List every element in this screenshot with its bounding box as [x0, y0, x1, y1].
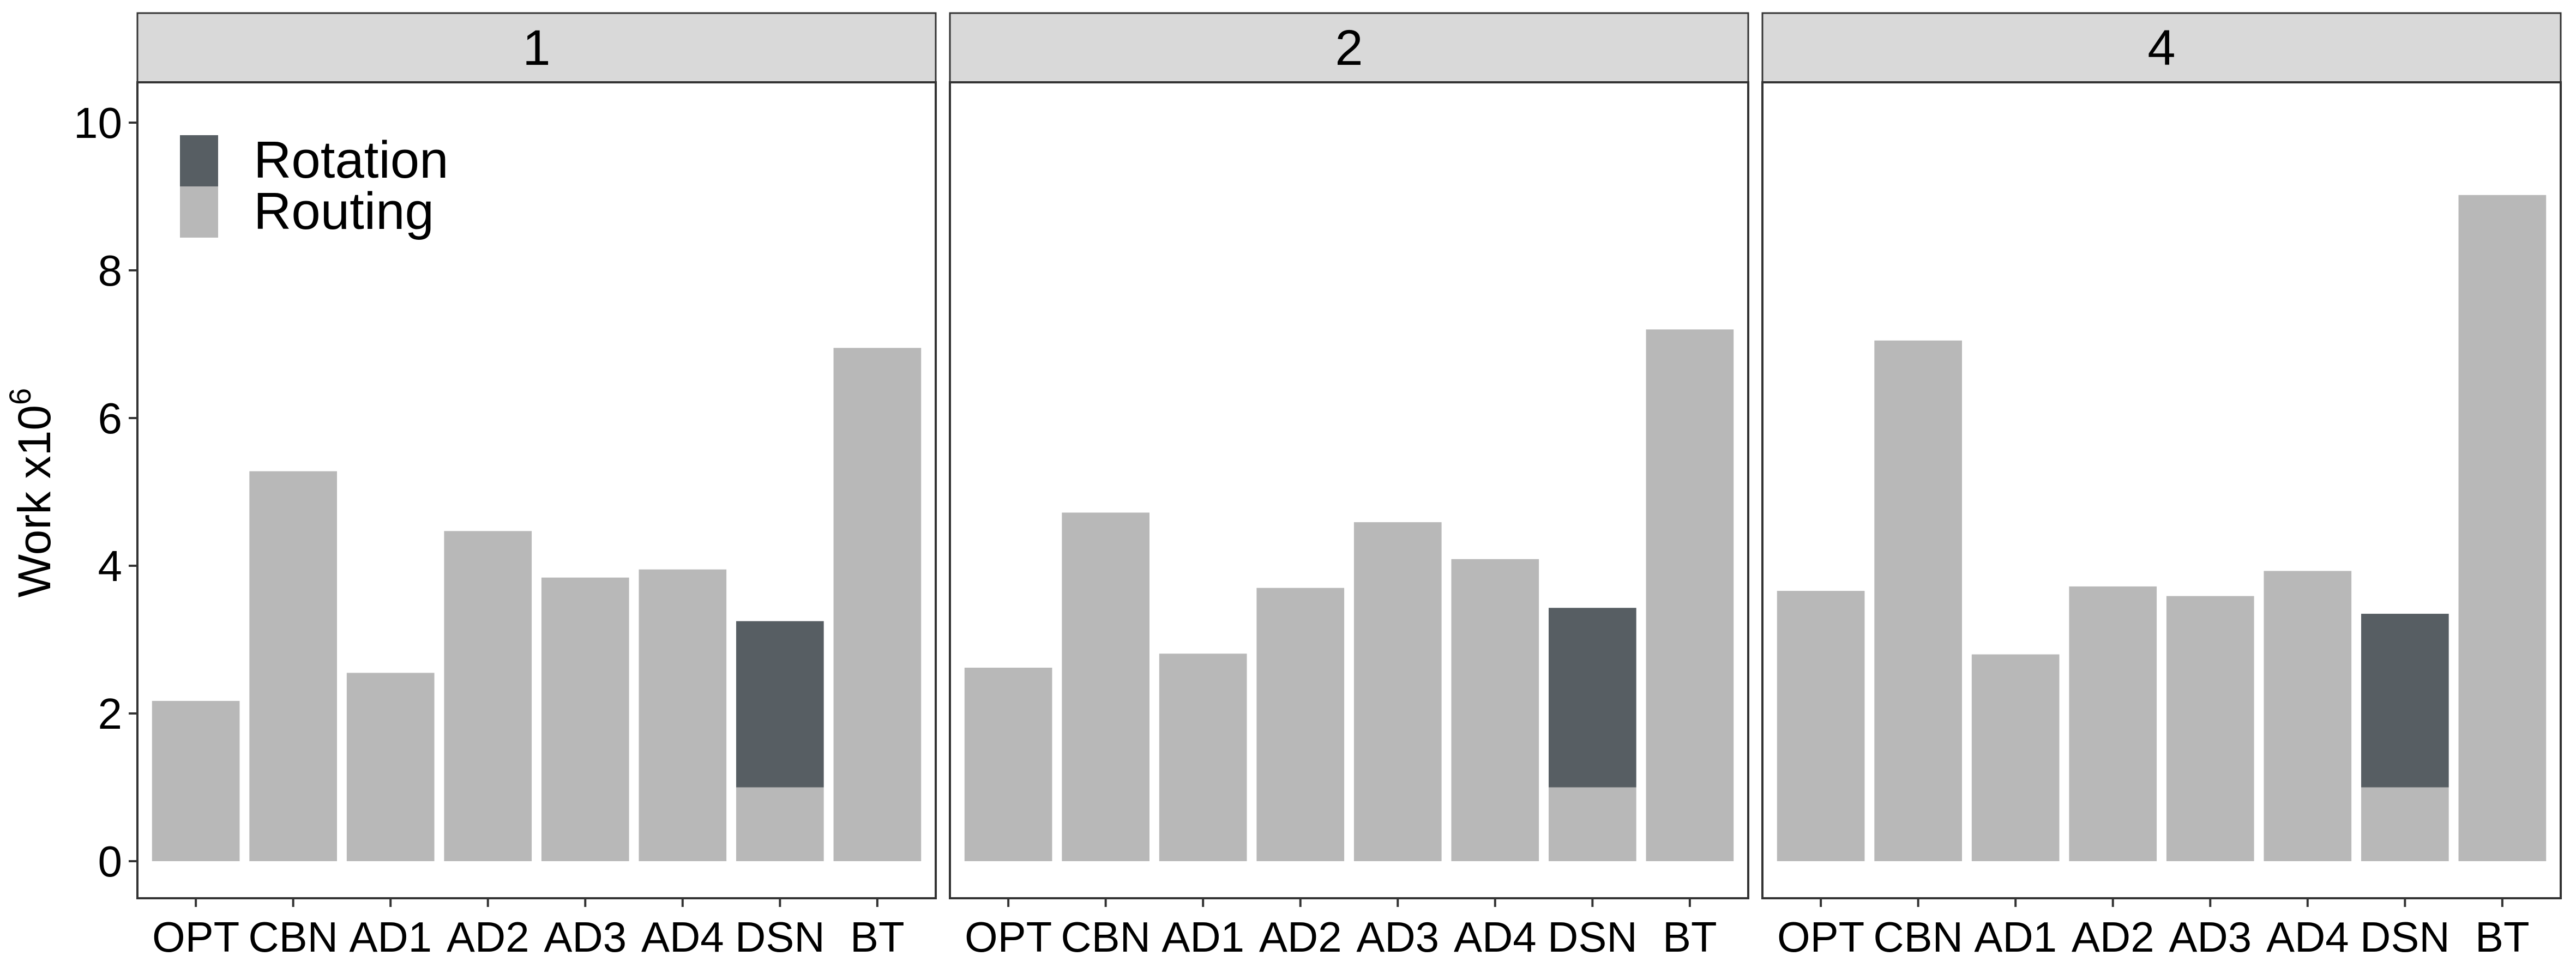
bar-routing-opt	[964, 667, 1052, 861]
bar-routing-cbn	[1062, 512, 1149, 861]
panel-border	[949, 81, 1749, 899]
x-tick-label: DSN	[1548, 913, 1638, 961]
bar-routing-ad1	[1159, 654, 1247, 861]
bar-routing-cbn	[249, 471, 337, 861]
x-tick-label: CBN	[1873, 913, 1963, 961]
panel-border	[136, 81, 937, 899]
svg-text:Work x106: Work x106	[3, 388, 60, 597]
x-tick-label: AD4	[1454, 913, 1537, 961]
x-tick-label: AD4	[2266, 913, 2349, 961]
facet-panel-1: 1 OPT CBN AD1 AD2 AD3 AD4 DSN BT	[136, 12, 937, 961]
x-tick-label: AD2	[2072, 913, 2154, 961]
x-tick-label: AD3	[544, 913, 627, 961]
bar-routing-bt	[1646, 329, 1734, 861]
x-tick-label: OPT	[965, 913, 1052, 961]
legend-key-rotation	[180, 135, 218, 186]
bar-routing-ad3	[2166, 596, 2254, 861]
bar-routing-dsn	[2361, 787, 2449, 861]
x-tick-label: AD2	[447, 913, 529, 961]
bar-routing-ad1	[1971, 654, 2060, 861]
bar-routing-ad2	[444, 531, 532, 861]
x-tick-label: BT	[1663, 913, 1717, 961]
bar-routing-ad3	[1353, 522, 1442, 861]
x-tick-label: CBN	[1061, 913, 1151, 961]
y-tick-label: 8	[98, 246, 123, 295]
bar-rotation-dsn	[1549, 608, 1636, 788]
y-axis: 0 2 4 6 8 10	[74, 99, 137, 886]
x-tick-label: AD1	[1161, 913, 1244, 961]
y-tick-label: 6	[98, 394, 123, 443]
facet-panel-4: 4 OPT CBN AD1 AD2 AD3 AD4 DSN BT	[1761, 12, 2562, 961]
legend-label-routing: Routing	[254, 182, 434, 240]
x-tick-label: OPT	[1777, 913, 1864, 961]
x-tick-label: AD2	[1259, 913, 1342, 961]
bar-rotation-dsn	[2361, 614, 2449, 788]
y-tick-label: 2	[98, 689, 123, 738]
bar-routing-opt	[152, 700, 240, 861]
bar-routing-opt	[1777, 591, 1865, 861]
bar-routing-ad2	[2069, 586, 2157, 861]
x-tick-label: AD1	[349, 913, 432, 961]
x-tick-label: OPT	[152, 913, 239, 961]
facet-strip-label: 4	[2147, 20, 2175, 76]
y-axis-title-exponent: 6	[3, 388, 37, 405]
y-axis-title-text: Work x10	[9, 405, 60, 597]
x-tick-label: AD4	[641, 913, 724, 961]
bar-routing-ad4	[1451, 559, 1539, 861]
bar-routing-dsn	[1549, 787, 1636, 861]
x-tick-label: BT	[2475, 913, 2530, 961]
bar-routing-bt	[2458, 195, 2547, 861]
bar-routing-ad4	[639, 569, 727, 861]
facet-strip-label: 2	[1335, 20, 1363, 76]
y-axis-title: Work x106	[3, 388, 60, 597]
x-tick-label: BT	[850, 913, 905, 961]
x-tick-label: DSN	[735, 913, 825, 961]
bar-routing-ad3	[541, 577, 629, 861]
x-tick-label: DSN	[2360, 913, 2450, 961]
bar-routing-cbn	[1874, 340, 1962, 861]
facet-strip-label: 1	[522, 20, 550, 76]
y-tick-label: 4	[98, 542, 123, 590]
x-tick-label: AD3	[1356, 913, 1439, 961]
facet-strip	[1761, 12, 2562, 83]
x-tick-label: AD3	[2169, 913, 2252, 961]
panel-border	[1761, 81, 2562, 899]
bar-routing-bt	[833, 348, 922, 861]
bar-routing-ad4	[2264, 571, 2352, 861]
bar-rotation-dsn	[736, 621, 824, 788]
facet-panel-2: 2 OPT CBN AD1 AD2 AD3 AD4 DSN BT	[949, 12, 1749, 961]
bar-routing-ad1	[346, 673, 435, 861]
legend-key-routing	[180, 186, 218, 238]
x-tick-label: AD1	[1974, 913, 2057, 961]
x-tick-label: CBN	[248, 913, 338, 961]
bar-routing-dsn	[736, 787, 824, 861]
bar-routing-ad2	[1256, 588, 1345, 861]
facet-strip	[949, 12, 1749, 83]
y-tick-label: 10	[74, 99, 122, 147]
legend-label-rotation: Rotation	[254, 131, 449, 189]
y-tick-label: 0	[98, 837, 123, 886]
